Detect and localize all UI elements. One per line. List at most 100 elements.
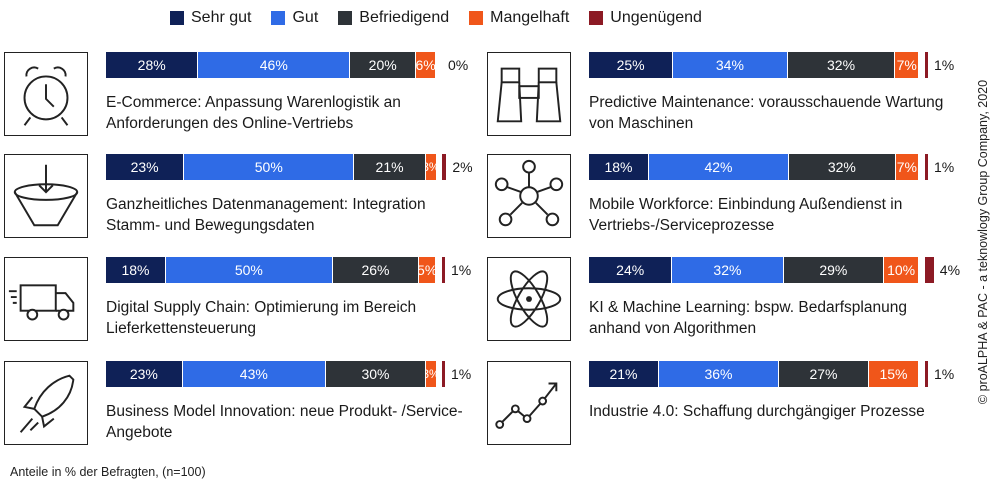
bar-segment-gut: 43% <box>182 361 326 387</box>
funnel-icon <box>4 154 88 238</box>
stacked-bar: 21% 36% 27% 15% 1% <box>589 361 955 387</box>
item-label: Predictive Maintenance: vorausschauende … <box>589 94 944 132</box>
bar-segment-gut: 46% <box>198 52 351 78</box>
bar-segment-befriedigend: 26% <box>332 257 420 283</box>
bar-segment-sehr-gut: 18% <box>589 154 649 180</box>
bar-segment-befriedigend: 32% <box>789 154 896 180</box>
chart-item: 21% 36% 27% 15% 1% Industrie 4.0: Schaffung d… <box>487 361 962 461</box>
bar-segment-gut: 50% <box>184 154 355 180</box>
data-label: 1% <box>933 159 955 175</box>
data-label: 28% <box>137 57 166 73</box>
data-label: 18% <box>121 262 150 278</box>
bar-segment-ungenügend: 1% <box>919 361 955 387</box>
data-label: 34% <box>715 57 744 73</box>
bar-segment-gut: 42% <box>649 154 789 180</box>
bar-segment-mangelhaft: 7% <box>895 52 919 78</box>
chart-item: 18% 50% 26% 5% 1% Digital Supply Chain: Optim… <box>4 257 479 357</box>
bar-segment-ungenügend: 1% <box>436 361 472 387</box>
chart-item: 25% 34% 32% 7% 1% Predictive Maintenance: vor… <box>487 52 962 152</box>
data-label: 32% <box>827 57 856 73</box>
data-label: 1% <box>933 57 955 73</box>
data-label: 26% <box>361 262 390 278</box>
data-label: 23% <box>129 366 158 382</box>
stacked-bar: 28% 46% 20% 6% 0% <box>106 52 469 78</box>
data-label: 50% <box>234 262 263 278</box>
data-label: 1% <box>450 366 472 382</box>
data-label: 21% <box>375 159 404 175</box>
bar-segment-mangelhaft: 6% <box>416 52 436 78</box>
item-label: Ganzheitliches Datenmanagement: Integrat… <box>106 196 426 234</box>
bar-segment-mangelhaft: 3% <box>425 361 436 387</box>
data-label: 25% <box>616 57 645 73</box>
stacked-bar: 18% 50% 26% 5% 1% <box>106 257 472 283</box>
bar-segment-sehr-gut: 23% <box>106 154 185 180</box>
data-label: 4% <box>939 262 961 278</box>
bar-segment-befriedigend: 21% <box>354 154 426 180</box>
item-label: Industrie 4.0: Schaffung durchgängiger P… <box>589 403 925 420</box>
bar-segment-ungenuegend-mark <box>924 154 928 180</box>
legend-swatch <box>469 11 484 25</box>
data-label: 1% <box>450 262 472 278</box>
item-label: E-Commerce: Anpassung Warenlogistik an A… <box>106 94 401 132</box>
bar-segment-befriedigend: 29% <box>783 257 885 283</box>
item-label: KI & Machine Learning: bspw. Bedarfsplan… <box>589 299 907 337</box>
item-label: Business Model Innovation: neue Produkt-… <box>106 403 463 441</box>
stacked-bar: 23% 43% 30% 3% 1% <box>106 361 472 387</box>
legend-label: Mangelhaft <box>490 9 570 26</box>
binoculars-icon <box>487 52 571 136</box>
legend-item: Gut <box>271 9 318 27</box>
data-label: 18% <box>604 159 633 175</box>
data-label: 42% <box>704 159 733 175</box>
trend-line-icon <box>487 361 571 445</box>
data-label: 21% <box>609 366 638 382</box>
data-label: 32% <box>827 159 856 175</box>
bar-segment-mangelhaft: 15% <box>869 361 919 387</box>
legend-item: Ungenügend <box>589 9 702 27</box>
bar-segment-ungenügend: 1% <box>919 154 955 180</box>
chart-item: 23% 43% 30% 3% 1% Business Model Innovation: … <box>4 361 479 461</box>
data-label: 10% <box>887 262 916 278</box>
bar-segment-gut: 36% <box>659 361 779 387</box>
bar-segment-ungenügend: 1% <box>436 257 472 283</box>
data-label: 43% <box>239 366 268 382</box>
data-label: 3% <box>426 367 436 381</box>
chart-item: 28% 46% 20% 6% 0% E-Commerce: Anpassung Waren… <box>4 52 479 152</box>
legend-swatch <box>170 11 184 25</box>
bar-segment-befriedigend: 32% <box>787 52 896 78</box>
data-label: 32% <box>713 262 742 278</box>
bar-segment-ungenuegend-mark <box>924 257 934 283</box>
delivery-truck-icon <box>4 257 88 341</box>
data-label: 36% <box>704 366 733 382</box>
bar-segment-ungenuegend-mark <box>924 52 928 78</box>
bar-segment-ungenügend: 0% <box>436 52 469 78</box>
data-label: 7% <box>896 159 917 175</box>
bar-segment-sehr-gut: 25% <box>589 52 674 78</box>
legend-item: Mangelhaft <box>469 9 569 27</box>
bar-segment-ungenuegend-mark <box>925 361 928 387</box>
data-label: 27% <box>809 366 838 382</box>
bar-segment-mangelhaft: 7% <box>895 154 919 180</box>
bar-segment-sehr-gut: 21% <box>589 361 659 387</box>
data-label: 1% <box>934 366 955 382</box>
bar-segment-sehr-gut: 28% <box>106 52 199 78</box>
data-label: 29% <box>819 262 848 278</box>
data-label: 7% <box>896 57 917 73</box>
legend-label: Befriedigend <box>359 9 450 26</box>
bar-segment-sehr-gut: 24% <box>589 257 673 283</box>
bar-segment-befriedigend: 30% <box>325 361 426 387</box>
bar-segment-ungenuegend-mark <box>441 154 447 180</box>
data-label: 6% <box>416 57 436 73</box>
data-label: 15% <box>879 366 908 382</box>
legend-swatch <box>271 11 286 25</box>
atom-icon <box>487 257 571 341</box>
bar-segment-gut: 50% <box>166 257 333 283</box>
chart-item: 23% 50% 21% 3% 2% Ganzheitliches Datenmanagem… <box>4 154 479 254</box>
bar-segment-befriedigend: 20% <box>350 52 417 78</box>
data-label: 23% <box>130 159 159 175</box>
chart-item: 18% 42% 32% 7% 1% Mobile Workforce: Einbindun… <box>487 154 962 254</box>
footnote: Anteile in % der Befragten, (n=100) <box>10 465 206 479</box>
bar-segment-sehr-gut: 23% <box>106 361 183 387</box>
data-label: 46% <box>259 57 288 73</box>
data-label: 5% <box>419 262 435 278</box>
bar-segment-mangelhaft: 5% <box>419 257 436 283</box>
